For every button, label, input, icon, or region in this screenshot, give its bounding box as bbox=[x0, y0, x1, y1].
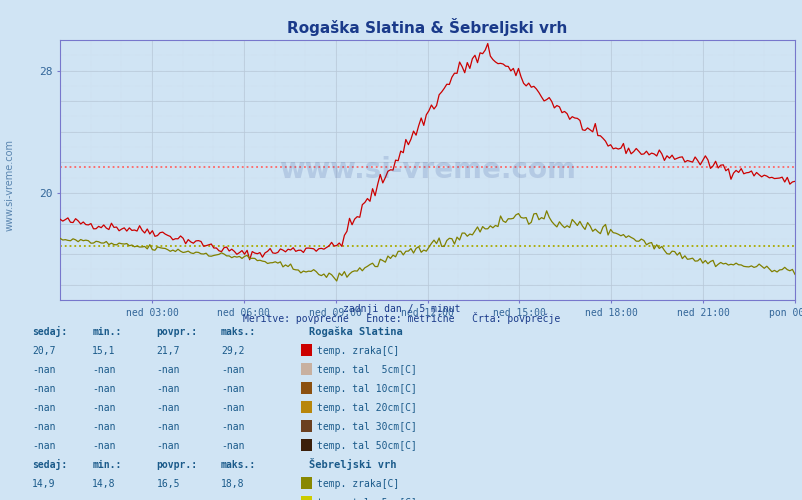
Text: temp. tal 10cm[C]: temp. tal 10cm[C] bbox=[317, 384, 416, 394]
Text: -nan: -nan bbox=[32, 422, 55, 432]
Text: -nan: -nan bbox=[92, 365, 115, 375]
Text: min.:: min.: bbox=[92, 460, 122, 470]
Text: -nan: -nan bbox=[32, 498, 55, 500]
Text: 16,5: 16,5 bbox=[156, 479, 180, 489]
Text: maks.:: maks.: bbox=[221, 460, 256, 470]
Text: sedaj:: sedaj: bbox=[32, 459, 67, 470]
Text: -nan: -nan bbox=[156, 498, 180, 500]
Text: -nan: -nan bbox=[32, 441, 55, 451]
Text: -nan: -nan bbox=[92, 498, 115, 500]
Text: -nan: -nan bbox=[92, 422, 115, 432]
Text: 14,8: 14,8 bbox=[92, 479, 115, 489]
Text: -nan: -nan bbox=[221, 441, 244, 451]
Text: -nan: -nan bbox=[32, 384, 55, 394]
Title: Rogaška Slatina & Šebreljski vrh: Rogaška Slatina & Šebreljski vrh bbox=[287, 18, 567, 36]
Text: temp. zraka[C]: temp. zraka[C] bbox=[317, 479, 399, 489]
Text: -nan: -nan bbox=[92, 384, 115, 394]
Text: 20,7: 20,7 bbox=[32, 346, 55, 356]
Text: -nan: -nan bbox=[32, 403, 55, 413]
Text: temp. tal 20cm[C]: temp. tal 20cm[C] bbox=[317, 403, 416, 413]
Text: -nan: -nan bbox=[221, 365, 244, 375]
Text: -nan: -nan bbox=[156, 441, 180, 451]
Text: Meritve: povprečne   Enote: metrične   Črta: povprečje: Meritve: povprečne Enote: metrične Črta:… bbox=[242, 312, 560, 324]
Text: temp. tal  5cm[C]: temp. tal 5cm[C] bbox=[317, 498, 416, 500]
Text: 14,9: 14,9 bbox=[32, 479, 55, 489]
Text: temp. zraka[C]: temp. zraka[C] bbox=[317, 346, 399, 356]
Text: 21,7: 21,7 bbox=[156, 346, 180, 356]
Text: -nan: -nan bbox=[156, 384, 180, 394]
Text: 29,2: 29,2 bbox=[221, 346, 244, 356]
Text: www.si-vreme.com: www.si-vreme.com bbox=[279, 156, 575, 184]
Text: -nan: -nan bbox=[221, 422, 244, 432]
Text: Šebreljski vrh: Šebreljski vrh bbox=[309, 458, 396, 470]
Text: -nan: -nan bbox=[92, 403, 115, 413]
Text: maks.:: maks.: bbox=[221, 327, 256, 337]
Text: -nan: -nan bbox=[32, 365, 55, 375]
Text: -nan: -nan bbox=[92, 441, 115, 451]
Text: 18,8: 18,8 bbox=[221, 479, 244, 489]
Text: -nan: -nan bbox=[221, 403, 244, 413]
Text: www.si-vreme.com: www.si-vreme.com bbox=[5, 139, 14, 231]
Text: -nan: -nan bbox=[221, 384, 244, 394]
Text: temp. tal 30cm[C]: temp. tal 30cm[C] bbox=[317, 422, 416, 432]
Text: sedaj:: sedaj: bbox=[32, 326, 67, 337]
Text: -nan: -nan bbox=[221, 498, 244, 500]
Text: -nan: -nan bbox=[156, 365, 180, 375]
Text: -nan: -nan bbox=[156, 422, 180, 432]
Text: povpr.:: povpr.: bbox=[156, 460, 197, 470]
Text: zadnji dan / 5 minut: zadnji dan / 5 minut bbox=[342, 304, 460, 314]
Text: min.:: min.: bbox=[92, 327, 122, 337]
Text: temp. tal  5cm[C]: temp. tal 5cm[C] bbox=[317, 365, 416, 375]
Text: temp. tal 50cm[C]: temp. tal 50cm[C] bbox=[317, 441, 416, 451]
Text: povpr.:: povpr.: bbox=[156, 327, 197, 337]
Text: Rogaška Slatina: Rogaška Slatina bbox=[309, 326, 403, 337]
Text: 15,1: 15,1 bbox=[92, 346, 115, 356]
Text: -nan: -nan bbox=[156, 403, 180, 413]
